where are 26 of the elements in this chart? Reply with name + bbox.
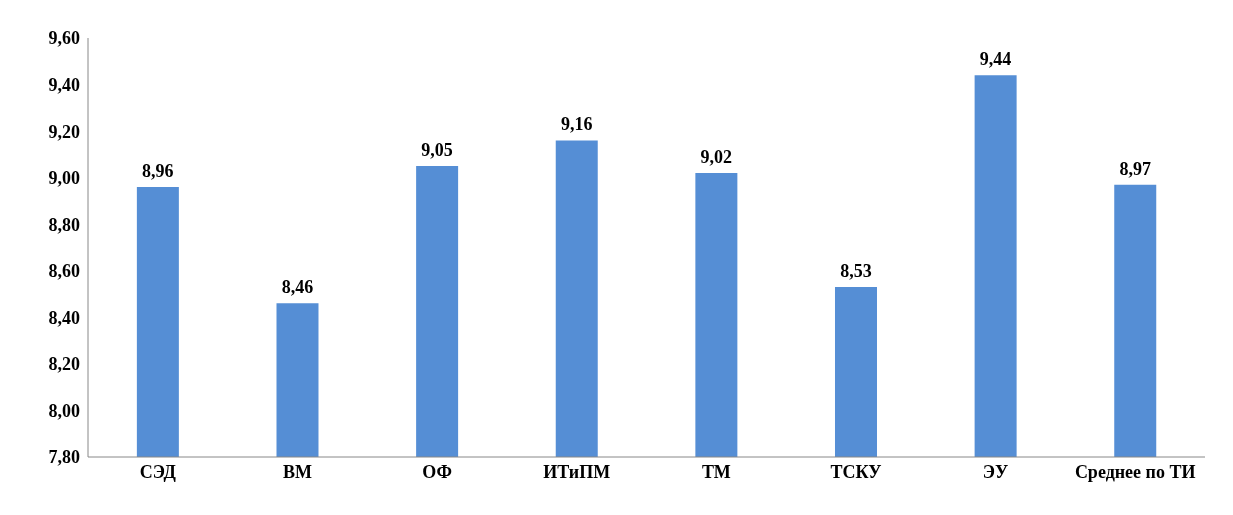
y-tick-label: 8,40 (48, 307, 80, 328)
x-tick-label: ЭУ (982, 461, 1009, 482)
x-tick-label: ВМ (282, 461, 312, 482)
data-label: 8,53 (840, 261, 872, 282)
data-label: 9,16 (560, 114, 593, 135)
y-tick-label: 9,20 (48, 121, 80, 142)
y-tick-label: 8,20 (48, 354, 80, 375)
data-label: 8,97 (1119, 158, 1151, 179)
y-tick-label: 8,80 (48, 214, 80, 235)
x-tick-label: СЭД (139, 461, 177, 482)
x-tick-label: ТМ (701, 461, 731, 482)
data-label: 8,46 (281, 277, 314, 298)
x-tick-label: Среднее по ТИ (1074, 461, 1196, 482)
data-label: 8,96 (142, 160, 174, 181)
y-tick-label: 9,00 (48, 168, 80, 189)
y-tick-label: 8,60 (48, 261, 80, 282)
x-tick-label: ТСКУ (830, 461, 882, 482)
data-label: 9,44 (979, 49, 1012, 70)
y-tick-label: 8,00 (48, 400, 80, 421)
data-label: 9,05 (421, 140, 453, 161)
x-tick-label: ИТиПМ (543, 461, 611, 482)
data-label: 9,02 (700, 147, 733, 168)
y-tick-label: 7,80 (48, 447, 80, 468)
x-tick-label: ОФ (422, 461, 452, 482)
y-tick-label: 9,60 (48, 28, 80, 49)
y-tick-label: 9,40 (48, 74, 80, 95)
